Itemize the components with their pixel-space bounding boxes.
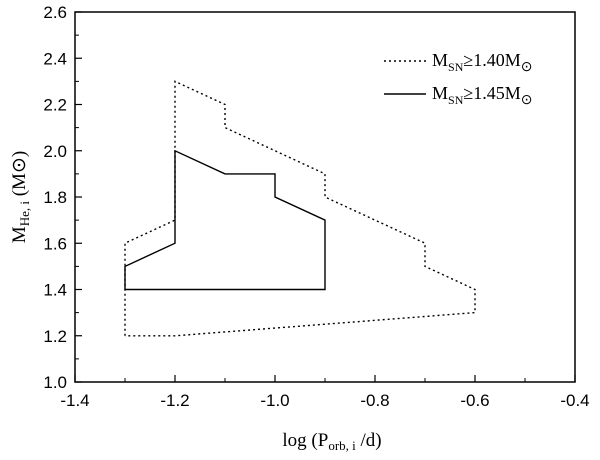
x-tick-label: -0.6 bbox=[460, 391, 489, 410]
x-tick-label: -1.0 bbox=[260, 391, 289, 410]
y-tick-label: 1.6 bbox=[43, 234, 67, 253]
legend-label-140: MSN≥1.40M⊙ bbox=[432, 50, 532, 75]
legend-label-145: MSN≥1.45M⊙ bbox=[432, 83, 532, 108]
y-tick-label: 2.2 bbox=[43, 96, 67, 115]
y-tick-label: 1.8 bbox=[43, 188, 67, 207]
x-axis-title: log (Porb, i /d) bbox=[282, 430, 381, 453]
y-tick-label: 1.4 bbox=[43, 281, 67, 300]
y-tick-label: 1.0 bbox=[43, 373, 67, 392]
y-tick-label: 2.4 bbox=[43, 49, 67, 68]
y-axis-title: MHe, i (M⊙) bbox=[9, 151, 32, 243]
axis-ticks: -1.4 -1.2 -1.0 -0.8 -0.6 -0.4 1.0 1.2 1.4 1.6 1.8 2… bbox=[43, 3, 589, 410]
y-tick-label: 2.6 bbox=[43, 3, 67, 22]
y-tick-label: 1.2 bbox=[43, 327, 67, 346]
x-tick-label: -0.8 bbox=[360, 391, 389, 410]
y-tick-label: 2.0 bbox=[43, 142, 67, 161]
series-line-145 bbox=[124, 149, 326, 291]
series-layer bbox=[124, 80, 476, 337]
x-tick-label: -1.4 bbox=[60, 391, 89, 410]
legend: MSN≥1.40M⊙ MSN≥1.45M⊙ bbox=[384, 50, 532, 108]
x-tick-label: -0.4 bbox=[560, 391, 589, 410]
x-tick-label: -1.2 bbox=[160, 391, 189, 410]
